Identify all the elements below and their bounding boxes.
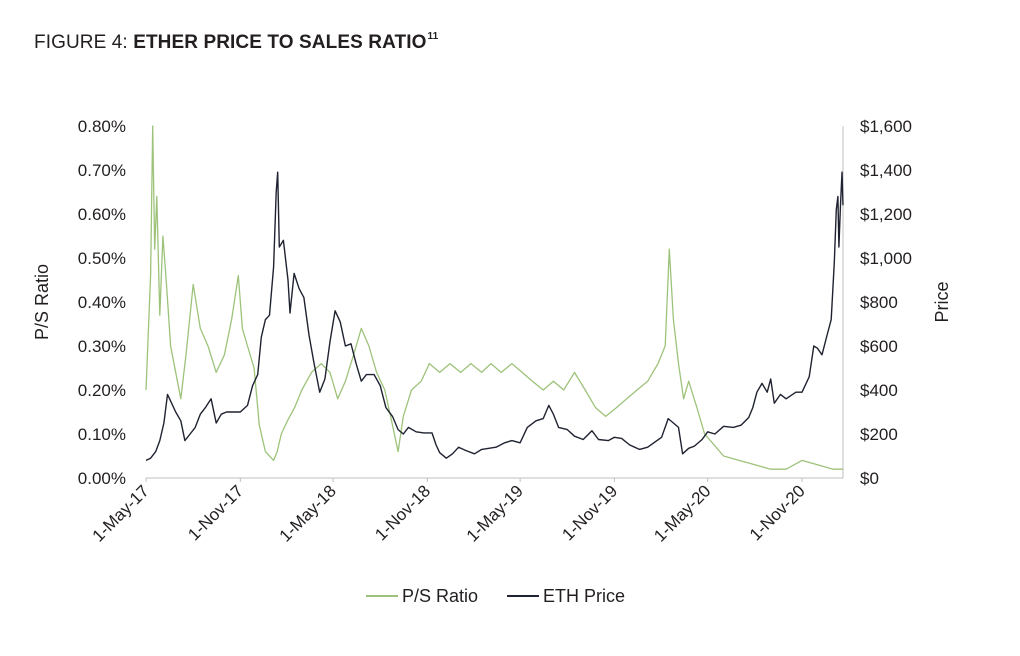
left-tick-label: 0.20% (78, 381, 126, 400)
right-tick-label: $1,400 (860, 161, 912, 180)
figure-title-text: ETHER PRICE TO SALES RATIO (133, 32, 427, 53)
x-tick-label: 1-May-18 (276, 481, 340, 545)
right-tick-label: $1,600 (860, 117, 912, 136)
legend-eth-price-label: ETH Price (543, 586, 625, 606)
left-axis-title: P/S Ratio (32, 264, 52, 340)
right-tick-label: $800 (860, 293, 898, 312)
left-tick-label: 0.30% (78, 337, 126, 356)
left-tick-label: 0.70% (78, 161, 126, 180)
right-tick-label: $1,000 (860, 249, 912, 268)
x-tick-label: 1-May-19 (463, 481, 527, 545)
chart-series (145, 125, 844, 470)
ps-ratio-line (145, 125, 843, 470)
left-tick-label: 0.60% (78, 205, 126, 224)
left-tick-label: 0.80% (78, 117, 126, 136)
figure-title: FIGURE 4: ETHER PRICE TO SALES RATIO11 (34, 31, 438, 54)
right-tick-label: $600 (860, 337, 898, 356)
left-tick-label: 0.10% (78, 425, 126, 444)
x-tick-label: 1-Nov-18 (371, 481, 434, 544)
x-tick-label: 1-Nov-19 (558, 481, 621, 544)
figure-prefix: FIGURE 4: (34, 32, 134, 53)
eth-price-line (145, 171, 844, 462)
x-tick-label: 1-Nov-20 (746, 481, 809, 544)
left-tick-label: 0.40% (78, 293, 126, 312)
x-tick-label: 1-May-17 (89, 481, 153, 545)
chart-legend: P/S Ratio ETH Price (366, 586, 625, 606)
right-tick-label: $0 (860, 469, 879, 488)
right-tick-label: $200 (860, 425, 898, 444)
figure-footnote: 11 (427, 31, 439, 42)
legend-ps-ratio-label: P/S Ratio (402, 586, 478, 606)
right-tick-label: $400 (860, 381, 898, 400)
right-tick-label: $1,200 (860, 205, 912, 224)
right-axis-title: Price (932, 281, 952, 322)
x-tick-label: 1-May-20 (650, 481, 714, 545)
x-tick-label: 1-Nov-17 (184, 481, 247, 544)
left-tick-label: 0.00% (78, 469, 126, 488)
left-tick-label: 0.50% (78, 249, 126, 268)
